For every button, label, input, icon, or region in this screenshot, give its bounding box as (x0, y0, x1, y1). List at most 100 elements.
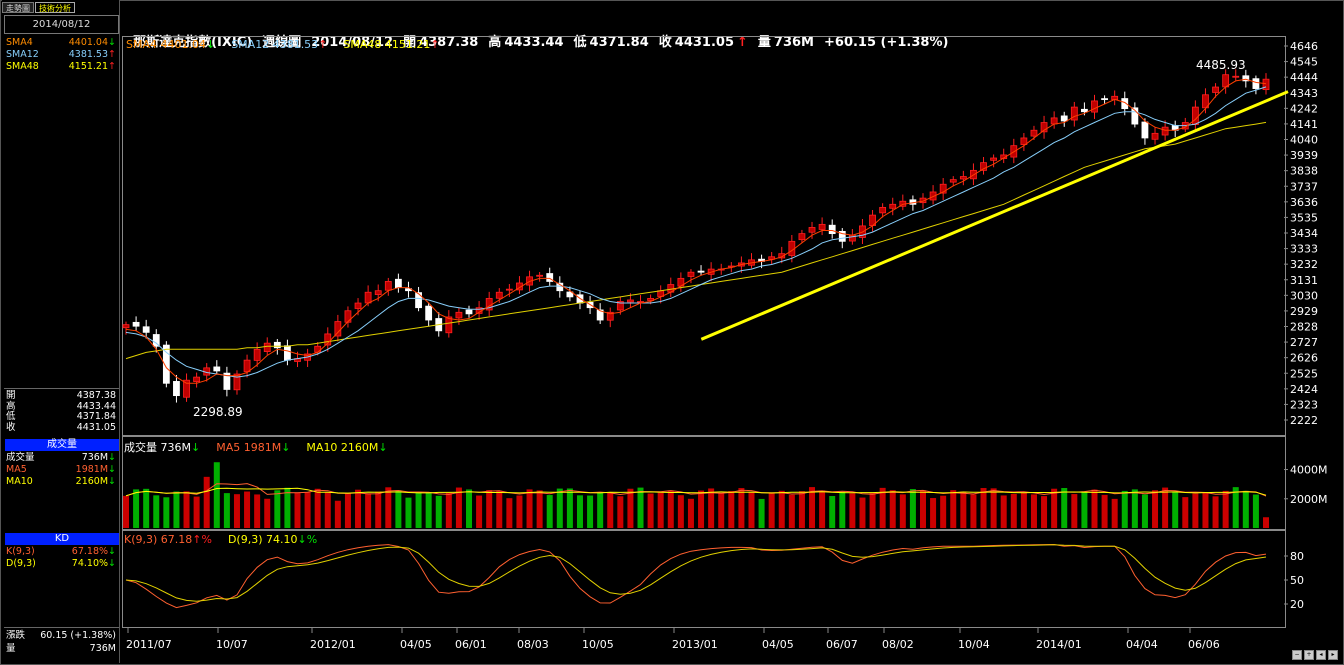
ohlc-value: 4387.38 (76, 390, 116, 401)
volume-bar (748, 492, 755, 528)
volume-bar (970, 494, 977, 528)
x-tick-label: 08/03 (517, 638, 549, 651)
volume-bar (233, 494, 240, 528)
down-arrow-icon: ↓ (108, 452, 116, 463)
kd-tick-label: 50 (1290, 574, 1304, 587)
candle-body (1060, 115, 1068, 122)
chart-period: 週線圖 (262, 35, 302, 50)
candle-body (990, 157, 998, 161)
sma12-line (125, 86, 1267, 378)
volume-bar (526, 489, 533, 528)
kd-panel[interactable] (122, 530, 1286, 628)
price-tick-label: 4444 (1290, 71, 1318, 84)
legend-item: 成交量 736M↓ (124, 441, 201, 454)
volume-bar (415, 492, 422, 528)
sma4-line (125, 78, 1267, 384)
volume-bar (940, 495, 947, 528)
candle-body (1212, 86, 1219, 93)
volume-bar (153, 495, 160, 528)
volume-bar (1061, 488, 1068, 528)
sma-value: 4401.04↓ (68, 37, 116, 48)
price-tick-label: 3333 (1290, 243, 1318, 256)
price-tick-label: 3434 (1290, 227, 1318, 240)
vol-value: 736M↓ (81, 452, 116, 463)
price-tick-label: 4545 (1290, 56, 1318, 69)
candle-body (314, 345, 322, 353)
volume-bar (324, 492, 331, 528)
volume-bar (1182, 497, 1189, 528)
volume-bar (587, 495, 594, 528)
volume-bar (698, 490, 705, 528)
index-name: 那斯達克指數(IXIC) (133, 35, 253, 50)
volume-bar (254, 494, 261, 528)
volume-bar (566, 488, 573, 528)
volume-bar (667, 490, 674, 528)
volume-bar (1071, 494, 1078, 528)
kd-legend: K(9,3) 67.18↑% D(9,3) 74.10↓% (124, 533, 333, 546)
volume-bar (1212, 496, 1219, 528)
volume-bar (859, 497, 866, 528)
zoom-in-icon[interactable]: + (1304, 650, 1314, 660)
candle-body (1050, 117, 1058, 125)
volume-bar (163, 497, 170, 528)
candle-body (879, 206, 887, 214)
volume-bar (223, 493, 230, 528)
volume-ma10-line (125, 487, 1267, 497)
candle-body (1131, 107, 1139, 125)
candle-body (768, 256, 776, 260)
volume-bar (395, 490, 402, 528)
candle-body (778, 253, 786, 259)
window-controls: − + ◂ ▸ (1292, 650, 1338, 660)
candle-body (647, 298, 655, 301)
volume-bar (990, 488, 997, 528)
volume-bar (516, 495, 523, 528)
zoom-out-icon[interactable]: − (1292, 650, 1302, 660)
kd-label: D(9,3) (6, 558, 36, 569)
trendline (700, 90, 1289, 341)
candle-body (364, 291, 372, 304)
price-tick-label: 4646 (1290, 40, 1318, 53)
x-tick-label: 06/01 (455, 638, 487, 651)
candle-body (596, 309, 604, 321)
sma48-line (125, 121, 1267, 360)
volume-bar (1091, 489, 1098, 528)
candle-body (616, 301, 624, 311)
candle-body (929, 191, 937, 201)
volume-bar (284, 487, 291, 528)
price-panel[interactable] (122, 36, 1286, 436)
candle-body (334, 321, 342, 337)
volume-bar (1000, 495, 1007, 528)
tab-technical[interactable]: 技術分析 (35, 2, 75, 13)
candle-body (152, 334, 160, 347)
candle-body (284, 345, 291, 361)
volume-panel[interactable] (122, 436, 1286, 530)
candle-body (1222, 74, 1230, 88)
candle-body (1161, 126, 1169, 136)
ohlc-label: 低 (6, 411, 16, 422)
vol-value: 2160M↓ (75, 476, 116, 487)
legend-item: MA10 2160M↓ (306, 441, 388, 454)
sidebar-date: 2014/08/12 (4, 15, 119, 34)
volume-bar (899, 494, 906, 528)
price-tick-label: 4040 (1290, 134, 1318, 147)
sidebar-divider (119, 0, 120, 663)
volume-bar (960, 491, 967, 528)
scroll-left-icon[interactable]: ◂ (1316, 650, 1326, 660)
candle-body (1101, 98, 1108, 101)
volume-bar (445, 492, 452, 528)
legend-item: SMA48 4151.21↑ (343, 38, 440, 51)
k-line (125, 543, 1267, 609)
candle-body (193, 376, 201, 383)
scroll-right-icon[interactable]: ▸ (1328, 650, 1338, 660)
ohlc-label: 高 (6, 400, 16, 412)
price-tick-label: 3737 (1290, 180, 1318, 193)
candle-body (455, 311, 463, 319)
candle-body (142, 326, 150, 333)
tab-trend[interactable]: 走勢圖 (2, 2, 34, 13)
volume-bar (536, 490, 543, 528)
legend-arrow-icon: ↓ (205, 38, 216, 51)
volume-bar (496, 490, 503, 528)
candle-body (1081, 108, 1088, 113)
price-tick-label: 2525 (1290, 367, 1318, 380)
